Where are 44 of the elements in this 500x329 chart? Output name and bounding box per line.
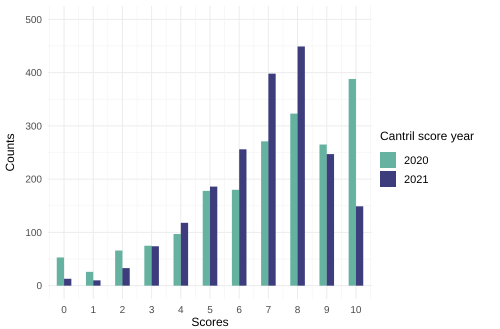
y-tick-label: 300 [25,121,42,132]
bar [180,222,188,286]
y-tick-label: 500 [25,14,42,26]
x-tick-label: 9 [324,305,330,316]
bar [174,234,181,286]
bar [64,278,72,286]
y-tick-label: 200 [25,174,42,186]
y-axis-title: Counts [3,133,17,172]
bar [348,78,356,286]
bar [232,190,240,286]
x-axis-title: Scores [191,315,229,329]
x-tick-label: 0 [61,305,68,316]
x-tick-label: 4 [178,305,184,316]
y-tick-label: 0 [36,281,42,292]
legend-label: 2021 [404,174,428,186]
bar [152,246,159,286]
bar [319,144,327,286]
x-tick-label: 10 [350,305,362,316]
x-tick-label: 7 [266,305,272,316]
bar [290,114,298,286]
bar [122,268,130,286]
y-tick-label: 400 [25,68,42,80]
x-tick-label: 6 [236,305,242,316]
bar [115,250,122,286]
x-tick-label: 8 [294,305,301,316]
x-tick-label: 1 [90,305,96,316]
x-tick-label: 3 [148,305,155,316]
bar [298,46,305,286]
bar [86,272,94,286]
bar [93,280,101,286]
legend-label: 2020 [404,154,428,167]
y-tick-label: 100 [25,228,42,239]
bar [144,246,152,286]
bar [326,154,334,286]
legend-title: Cantril score year [380,129,474,143]
bar [356,206,364,286]
x-tick-label: 2 [120,305,126,316]
bar [239,149,246,286]
bar [261,141,268,286]
bar [56,257,64,286]
bar [268,74,276,286]
bar [202,190,210,286]
bar [210,186,218,286]
x-tick-label: 5 [207,305,214,316]
